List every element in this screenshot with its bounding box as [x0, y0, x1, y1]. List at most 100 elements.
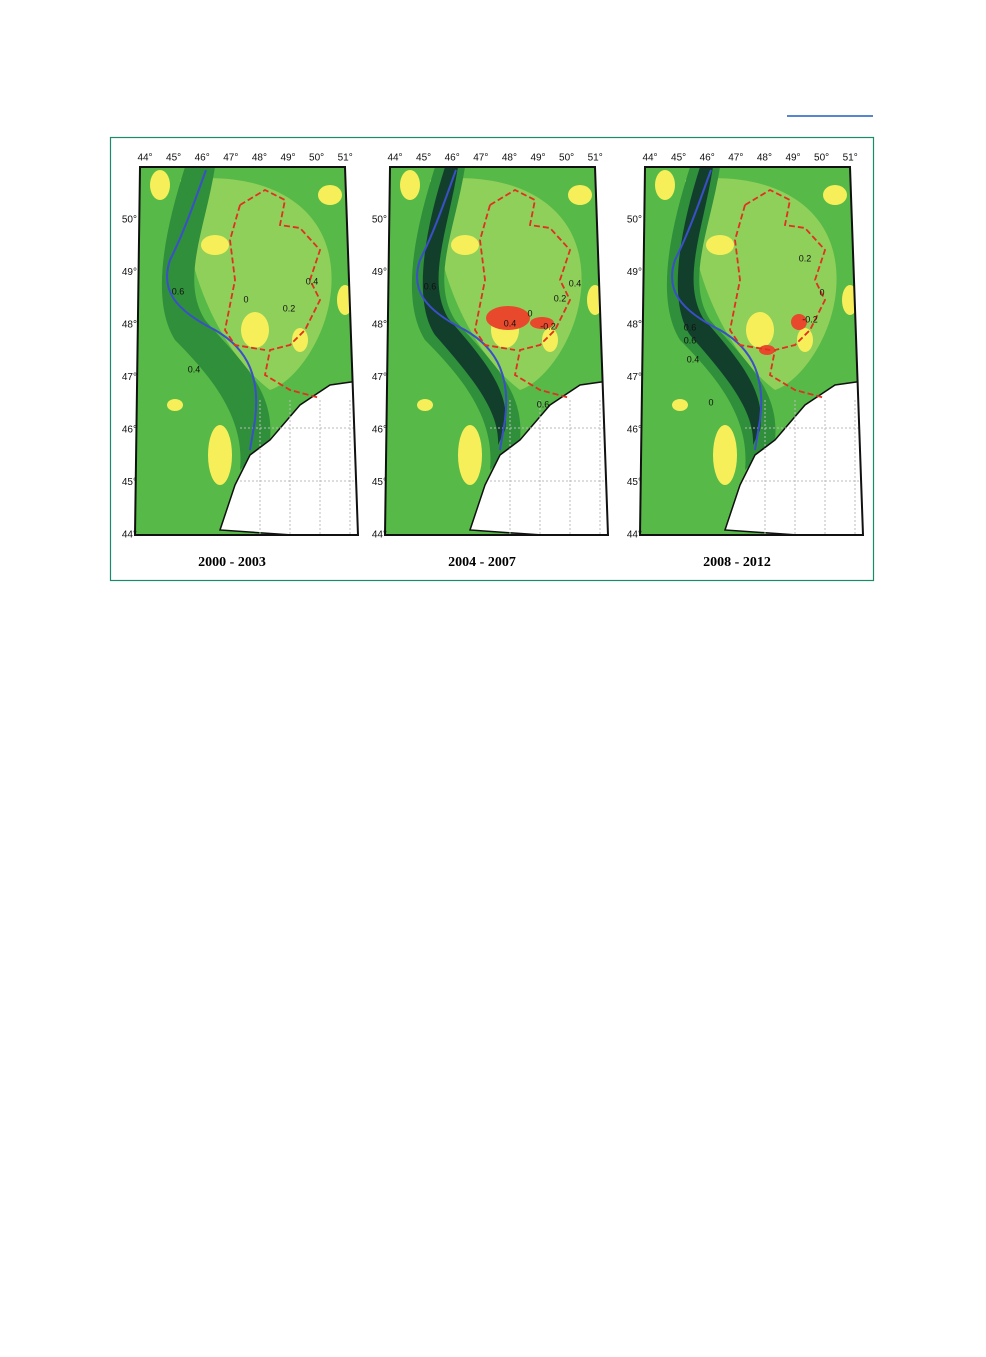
y-tick-label: 50° [122, 215, 137, 226]
y-tick-label: 49° [627, 267, 642, 278]
y-tick-label: 47° [372, 372, 387, 383]
x-tick-label: 44° [387, 153, 402, 164]
panel-title: 2004 - 2007 [448, 555, 516, 570]
yellow-zone [201, 235, 229, 255]
border [729, 188, 827, 399]
x-tick-label: 48° [502, 153, 517, 164]
y-tick-label: 46° [122, 425, 137, 436]
y-tick-label: 47° [122, 372, 137, 383]
y-tick-label: 44° [122, 530, 137, 541]
contour-label: 0 [819, 287, 824, 297]
y-tick-label: 48° [122, 320, 137, 331]
contour-label: 0.2 [554, 293, 567, 303]
yellow-zone [451, 235, 479, 255]
core-band [677, 167, 761, 445]
yellow-zone [167, 399, 183, 411]
contour-label: 0.4 [188, 364, 201, 374]
y-tick-label: 47° [627, 372, 642, 383]
y-tick-label: 46° [372, 425, 387, 436]
border [224, 188, 322, 399]
sea [723, 379, 863, 535]
yellow-zone [706, 235, 734, 255]
y-tick-label: 46° [627, 425, 642, 436]
contour-label: 0 [708, 397, 713, 407]
y-tick-label: 50° [372, 215, 387, 226]
x-tick-label: 44° [137, 153, 152, 164]
x-tick-label: 51° [843, 153, 858, 164]
y-tick-label: 49° [372, 267, 387, 278]
map-panel: 44° 45° 46° 47° 48° 49° 50° 51° 50° 49° 48° 47° 46° 4… [627, 153, 865, 570]
x-tick-label: 45° [166, 153, 181, 164]
contour-label: 0.6 [537, 399, 550, 409]
contour-label: 0.2 [799, 253, 812, 263]
river [671, 169, 763, 451]
x-tick-label: 48° [757, 153, 772, 164]
yellow-zone [713, 425, 737, 485]
x-tick-label: 46° [195, 153, 210, 164]
x-tick-label: 48° [252, 153, 267, 164]
contour-label: 0.6 [172, 286, 185, 296]
yellow-zone [150, 170, 170, 200]
yellow-zone [417, 399, 433, 411]
core-band [422, 167, 506, 445]
x-tick-label: 51° [338, 153, 353, 164]
red-zone [530, 317, 554, 329]
contour-label: 0 [243, 294, 248, 304]
x-tick-label: 49° [280, 153, 295, 164]
x-tick-label: 50° [814, 153, 829, 164]
contour-label: 0.2 [283, 303, 296, 313]
y-tick-label: 45° [122, 477, 137, 488]
yellow-zone [292, 328, 308, 352]
yellow-zone [746, 312, 774, 348]
map-outline [133, 166, 360, 536]
map-panel: 44° 45° 46° 47° 48° 49° 50° 51° 50° 49° 48° 47° 46° 4… [372, 153, 610, 570]
yellow-zone [672, 399, 688, 411]
x-tick-label: 47° [473, 153, 488, 164]
contour-label: 0.4 [687, 354, 700, 364]
core-band [172, 167, 256, 445]
x-tick-label: 47° [223, 153, 238, 164]
contour-label: 0.4 [569, 278, 582, 288]
red-zone [791, 314, 807, 330]
yellow-zone [400, 170, 420, 200]
y-tick-label: 50° [627, 215, 642, 226]
border [474, 188, 572, 399]
sea [218, 379, 358, 535]
contour-label: 0.4 [504, 318, 517, 328]
panel-title: 2008 - 2012 [703, 555, 771, 570]
yellow-zone [568, 185, 592, 205]
sea [468, 379, 608, 535]
yellow-zone [542, 328, 558, 352]
red-zone [486, 306, 530, 330]
x-tick-label: 46° [445, 153, 460, 164]
map-panel: 44° 45° 46° 47° 48° 49° 50° 51° 50° 49° 48° 47° 46° 4… [122, 153, 360, 570]
contour-label: 0 [527, 308, 532, 318]
contour-label: 0.4 [306, 276, 319, 286]
x-tick-label: 51° [588, 153, 603, 164]
contour-label: 0.6 [684, 322, 697, 332]
y-tick-label: 44° [372, 530, 387, 541]
yellow-zone [655, 170, 675, 200]
contour-label: 0.6 [424, 281, 437, 291]
x-tick-label: 46° [700, 153, 715, 164]
x-tick-label: 49° [530, 153, 545, 164]
yellow-zone [797, 328, 813, 352]
contour-label: -0.2 [802, 314, 818, 324]
y-tick-label: 48° [372, 320, 387, 331]
x-tick-label: 50° [309, 153, 324, 164]
y-tick-label: 48° [627, 320, 642, 331]
yellow-zone [318, 185, 342, 205]
y-tick-label: 49° [122, 267, 137, 278]
yellow-zone [208, 425, 232, 485]
y-tick-label: 44° [627, 530, 642, 541]
map-body [640, 167, 863, 535]
x-tick-label: 45° [416, 153, 431, 164]
x-tick-label: 49° [785, 153, 800, 164]
map-body [135, 167, 358, 535]
x-tick-label: 45° [671, 153, 686, 164]
y-tick-label: 45° [627, 477, 642, 488]
map-outline [638, 166, 865, 536]
panel-title: 2000 - 2003 [198, 555, 266, 570]
map-body [385, 167, 608, 535]
